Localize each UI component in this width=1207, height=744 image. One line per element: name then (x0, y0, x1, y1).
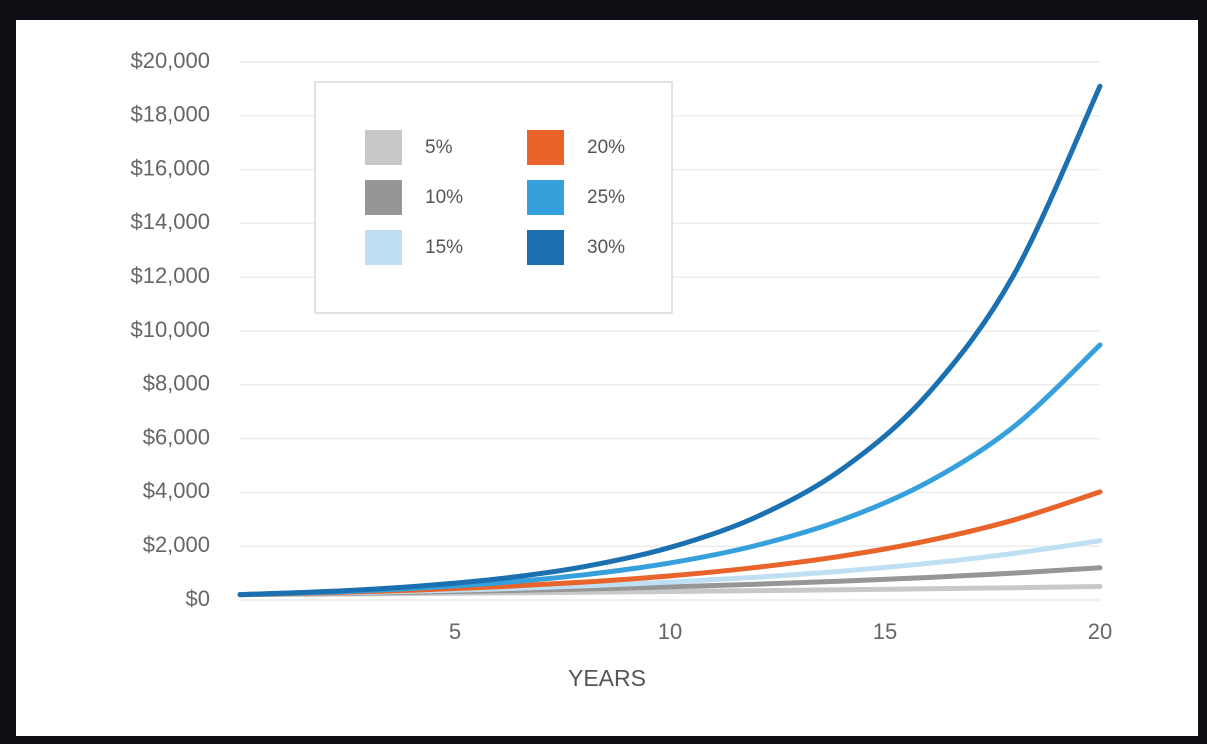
series-line (237, 83, 1103, 598)
x-tick-label: 20 (1088, 619, 1112, 644)
legend-swatch (527, 130, 564, 165)
legend-label: 20% (587, 137, 625, 158)
x-tick-label: 5 (449, 619, 461, 644)
legend-label: 30% (587, 237, 625, 258)
y-tick-label: $20,000 (130, 48, 210, 73)
y-tick-label: $4,000 (143, 478, 210, 503)
y-tick-label: $10,000 (130, 317, 210, 342)
x-axis-label: YEARS (568, 665, 646, 691)
y-tick-label: $6,000 (143, 424, 210, 449)
legend-swatch (527, 230, 564, 265)
y-tick-label: $12,000 (130, 263, 210, 288)
legend-swatch (527, 180, 564, 215)
y-tick-label: $0 (186, 586, 210, 611)
legend-label: 15% (425, 237, 463, 258)
legend-swatch (365, 180, 402, 215)
legend-label: 10% (425, 187, 463, 208)
legend-swatch (365, 130, 402, 165)
y-tick-label: $18,000 (130, 102, 210, 127)
x-tick-label: 10 (658, 619, 682, 644)
x-tick-label: 15 (873, 619, 897, 644)
y-tick-label: $8,000 (143, 371, 210, 396)
legend-swatch (365, 230, 402, 265)
legend-label: 5% (425, 137, 453, 158)
legend-label: 25% (587, 187, 625, 208)
y-tick-label: $2,000 (143, 532, 210, 557)
y-tick-label: $16,000 (130, 155, 210, 180)
y-tick-label: $14,000 (130, 209, 210, 234)
